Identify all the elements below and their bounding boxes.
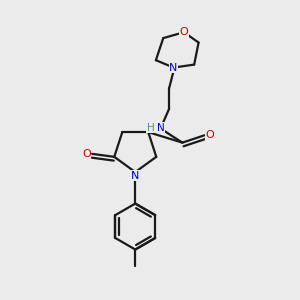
Text: N: N	[157, 123, 165, 133]
Text: N: N	[169, 63, 178, 73]
Text: O: O	[206, 130, 214, 140]
Text: N: N	[131, 171, 140, 181]
Text: O: O	[179, 27, 188, 37]
Text: H: H	[147, 123, 155, 133]
Text: O: O	[82, 149, 91, 159]
